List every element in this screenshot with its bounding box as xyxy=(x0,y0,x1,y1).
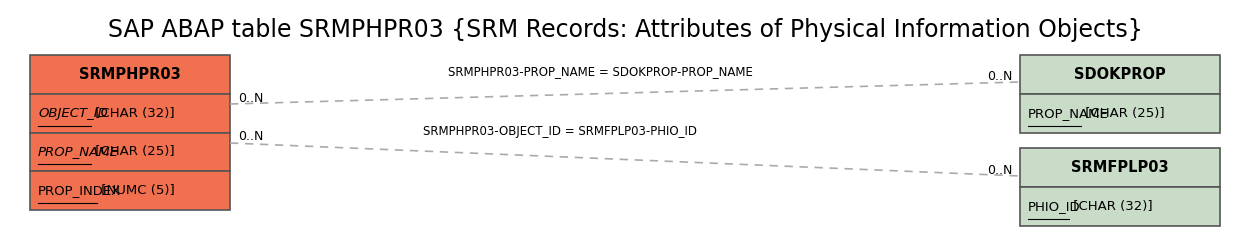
Bar xyxy=(1020,55,1220,94)
Text: [CHAR (25)]: [CHAR (25)] xyxy=(91,145,175,158)
Text: OBJECT_ID: OBJECT_ID xyxy=(38,107,108,120)
Text: PHIO_ID: PHIO_ID xyxy=(1028,200,1081,213)
Bar xyxy=(1020,94,1220,133)
Text: SRMPHPR03: SRMPHPR03 xyxy=(79,67,181,82)
Text: PROP_NAME: PROP_NAME xyxy=(1028,107,1108,120)
Text: 0..N: 0..N xyxy=(238,131,264,143)
Text: [CHAR (32)]: [CHAR (32)] xyxy=(1070,200,1153,213)
Bar xyxy=(1020,148,1220,187)
Text: [NUMC (5)]: [NUMC (5)] xyxy=(96,184,175,197)
Text: [CHAR (25)]: [CHAR (25)] xyxy=(1081,107,1165,120)
Text: 0..N: 0..N xyxy=(987,69,1012,82)
Bar xyxy=(30,94,230,132)
Text: SAP ABAP table SRMPHPR03 {SRM Records: Attributes of Physical Information Object: SAP ABAP table SRMPHPR03 {SRM Records: A… xyxy=(108,18,1143,42)
Bar xyxy=(30,55,230,94)
Bar xyxy=(30,132,230,171)
Text: [CHAR (32)]: [CHAR (32)] xyxy=(91,107,175,120)
Text: SRMPHPR03-OBJECT_ID = SRMFPLP03-PHIO_ID: SRMPHPR03-OBJECT_ID = SRMFPLP03-PHIO_ID xyxy=(423,126,697,138)
Text: 0..N: 0..N xyxy=(987,164,1012,177)
Text: PROP_INDEX: PROP_INDEX xyxy=(38,184,121,197)
Text: SRMFPLP03: SRMFPLP03 xyxy=(1071,160,1168,175)
Text: PROP_NAME: PROP_NAME xyxy=(38,145,119,158)
Bar xyxy=(1020,187,1220,226)
Text: SRMPHPR03-PROP_NAME = SDOKPROP-PROP_NAME: SRMPHPR03-PROP_NAME = SDOKPROP-PROP_NAME xyxy=(448,65,752,78)
Text: SDOKPROP: SDOKPROP xyxy=(1075,67,1166,82)
Text: 0..N: 0..N xyxy=(238,91,264,105)
Bar xyxy=(30,171,230,210)
